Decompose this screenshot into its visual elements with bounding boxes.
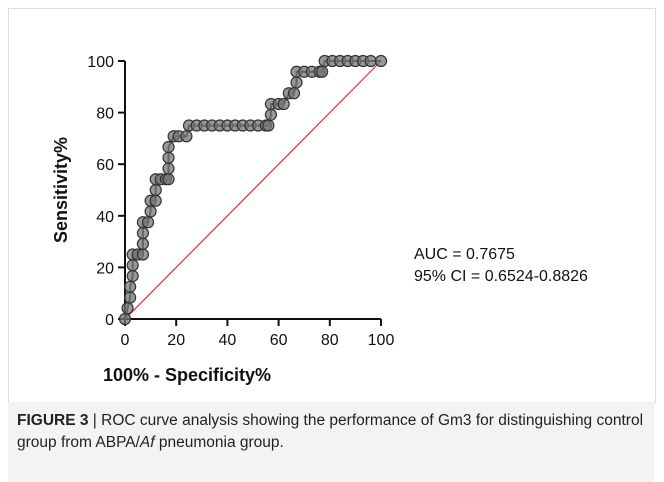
- roc-point: [144, 205, 157, 218]
- roc-point: [264, 108, 278, 121]
- y-axis-label: Sensitivity%: [51, 137, 71, 243]
- y-tick-label: 100: [87, 54, 114, 71]
- annotation: AUC = 0.7675: [414, 246, 515, 263]
- y-tick-label: 0: [105, 312, 114, 329]
- roc-point: [136, 237, 150, 250]
- roc-point: [287, 87, 301, 100]
- reference-line: [124, 60, 382, 320]
- roc-point: [126, 269, 139, 283]
- x-tick-label: 0: [121, 332, 130, 349]
- roc-point: [162, 162, 175, 175]
- x-tick-label: 40: [219, 332, 237, 349]
- roc-point: [162, 140, 175, 154]
- roc-point: [136, 226, 150, 240]
- roc-point: [124, 280, 137, 293]
- roc-point: [364, 54, 377, 68]
- roc-point: [124, 291, 137, 304]
- x-axis-label: 100% - Specificity%: [103, 365, 271, 385]
- roc-point: [277, 97, 290, 111]
- roc-point: [262, 119, 275, 132]
- roc-point: [180, 130, 193, 143]
- roc-point: [136, 248, 150, 261]
- chart: 100% - Specificity% Sensitivity% AUC = 0…: [51, 54, 588, 385]
- x-tick-label: 60: [270, 332, 288, 349]
- roc-point: [290, 76, 303, 89]
- roc-point: [126, 259, 139, 272]
- x-tick-label: 20: [167, 332, 185, 349]
- y-tick-label: 60: [96, 157, 114, 174]
- roc-point: [121, 302, 134, 315]
- roc-point: [162, 151, 175, 164]
- x-tick-label: 100: [368, 332, 395, 349]
- roc-point: [141, 216, 155, 229]
- roc-point: [118, 312, 132, 326]
- y-tick-label: 20: [96, 260, 114, 277]
- annotation: 95% CI = 0.6524-0.8826: [414, 268, 588, 285]
- caption-text: pneumonia group.: [154, 434, 284, 451]
- figure-panel: 100% - Specificity% Sensitivity% AUC = 0…: [8, 8, 656, 403]
- roc-point: [149, 183, 162, 197]
- caption-italic: Af: [139, 434, 155, 451]
- y-tick-label: 40: [96, 209, 114, 226]
- x-tick-label: 80: [321, 332, 339, 349]
- y-tick-label: 80: [96, 106, 114, 123]
- caption-text: | ROC curve analysis showing the perform…: [17, 412, 644, 451]
- roc-point: [162, 173, 175, 186]
- caption-label: FIGURE 3: [17, 412, 89, 429]
- caption: FIGURE 3 | ROC curve analysis showing th…: [8, 402, 654, 482]
- roc-point: [316, 65, 329, 78]
- roc-point: [374, 54, 388, 68]
- roc-point: [149, 194, 162, 207]
